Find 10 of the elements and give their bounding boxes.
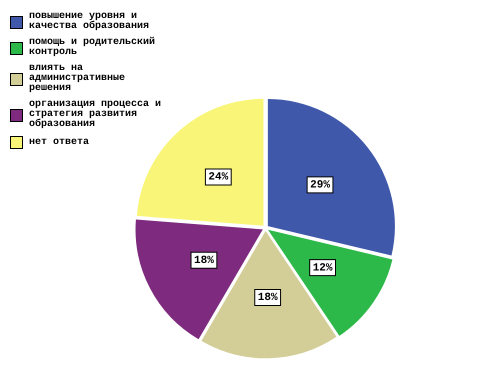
data-label: 18% xyxy=(258,292,278,304)
legend-label: влиять на административные решения xyxy=(29,63,126,94)
legend-label: помощь и родительский контроль xyxy=(29,37,156,58)
legend-label: организация процесса и стратегия развития образования xyxy=(29,99,162,130)
data-label: 12% xyxy=(312,262,333,274)
data-label: 29% xyxy=(310,180,330,192)
data-label: 18% xyxy=(194,254,214,267)
data-label: 24% xyxy=(208,172,229,184)
legend-label: повышение уровня и качества образования xyxy=(29,11,150,32)
legend-label: нет ответа xyxy=(29,136,90,148)
